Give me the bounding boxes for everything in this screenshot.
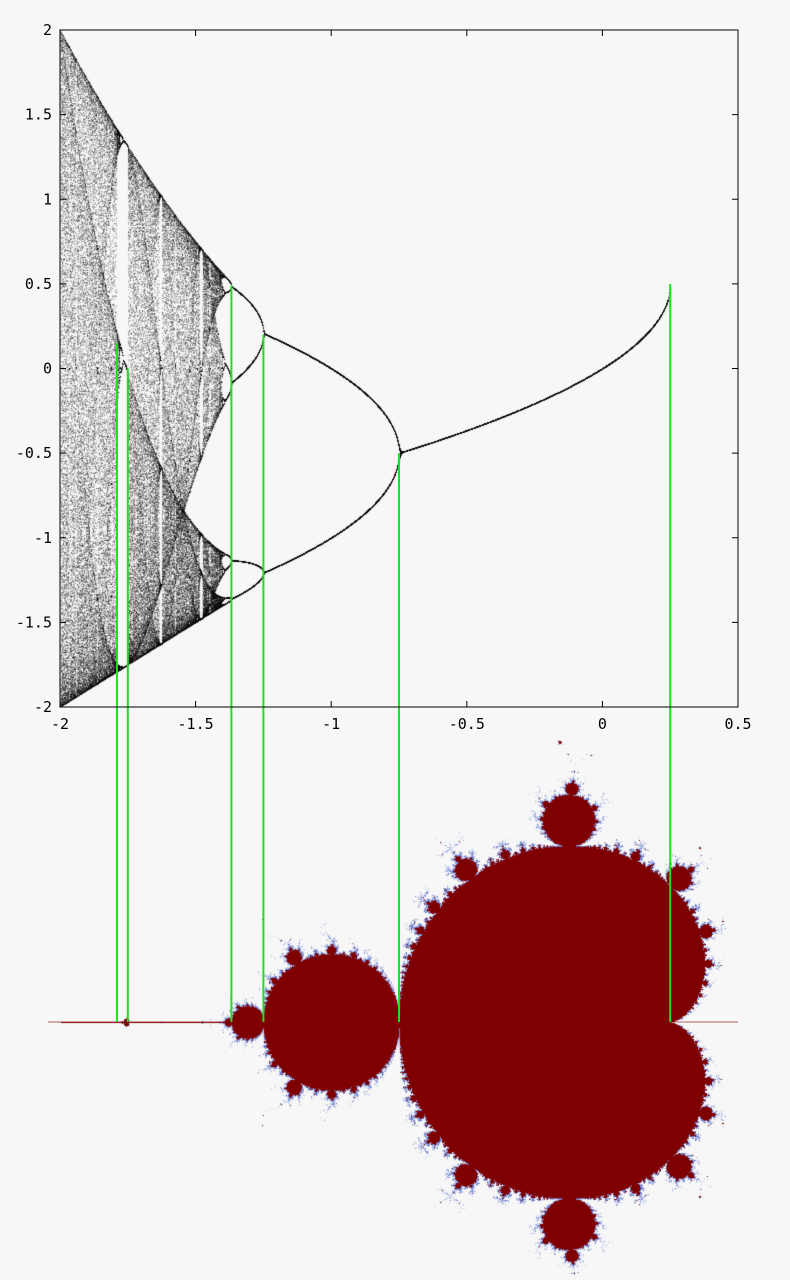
mandelbrot-set [0, 740, 790, 1280]
guide-lines [115, 283, 672, 1022]
x-tick-label: -2 [51, 715, 69, 733]
x-tick-label: 0 [598, 715, 607, 733]
y-tick-label: -1.5 [16, 613, 52, 631]
x-tick-label: 0.5 [724, 715, 751, 733]
y-tick-label: 0.5 [25, 275, 52, 293]
y-tick-label: 1.5 [25, 106, 52, 124]
mandelbrot-image [0, 740, 790, 1280]
x-tick-label: -0.5 [449, 715, 485, 733]
x-tick-label: -1 [322, 715, 340, 733]
mandelbrot-canvas [0, 740, 790, 1280]
x-tick-label: -1.5 [178, 715, 214, 733]
y-tick-label: 1 [43, 190, 52, 208]
y-tick-label: 0 [43, 360, 52, 378]
y-tick-label: -0.5 [16, 444, 52, 462]
y-tick-label: 2 [43, 21, 52, 39]
y-tick-label: -2 [34, 698, 52, 716]
plot-axes: -2 -1.5 -1 -0.5 0 0.5 2 1.5 1 0.5 0 -0.5 -1 -1.5 -2 [16, 21, 752, 733]
y-tick-label: -1 [34, 529, 52, 547]
